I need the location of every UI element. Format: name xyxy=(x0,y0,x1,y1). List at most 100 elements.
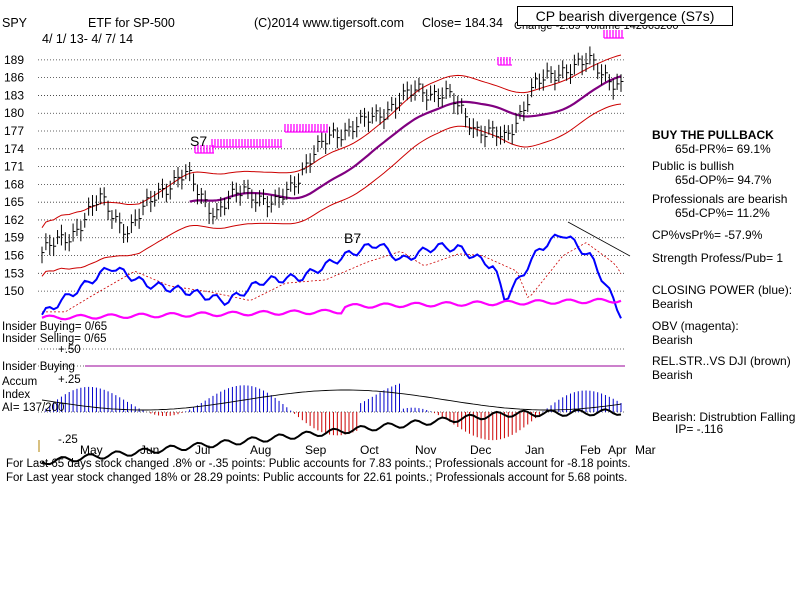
price-bar xyxy=(519,104,523,120)
price-bar xyxy=(383,109,387,130)
cpvspr-label: CP%vsPr%= -57.9% xyxy=(652,228,763,242)
price-bar xyxy=(99,187,103,205)
price-bar xyxy=(484,125,488,148)
price-bar xyxy=(414,80,418,101)
footer-line-1: For Last 65 days stock changed .8% or -.… xyxy=(6,458,631,470)
price-bar xyxy=(418,77,422,93)
ip-label: IP= -.116 xyxy=(675,422,724,436)
price-bar xyxy=(251,189,255,209)
price-bar xyxy=(247,179,251,199)
price-bar xyxy=(449,83,453,98)
price-bar xyxy=(476,121,480,137)
price-bar xyxy=(41,246,45,264)
relstr-label: REL.STR..VS DJI (brown) xyxy=(652,354,791,368)
month-tick-label: Nov xyxy=(415,443,436,457)
distribution-label: Bearish: Distrubtion Falling xyxy=(652,410,796,424)
moving-average-line xyxy=(189,75,622,203)
price-bar xyxy=(364,107,368,127)
signal-label: B7 xyxy=(344,230,361,246)
price-bar xyxy=(181,169,185,190)
month-tick-label: Jan xyxy=(525,443,544,457)
price-bar xyxy=(212,207,216,225)
price-bar xyxy=(468,118,472,136)
price-bar xyxy=(566,64,570,81)
price-bar xyxy=(325,133,329,154)
price-bar xyxy=(158,182,162,200)
accumulation-histogram xyxy=(41,383,622,466)
price-bar xyxy=(45,233,49,251)
price-bar xyxy=(239,185,243,206)
price-tick-label: 165 xyxy=(4,195,24,209)
price-bar xyxy=(228,190,232,210)
price-tick-label: 186 xyxy=(4,71,24,85)
price-bar xyxy=(593,53,597,71)
price-bar xyxy=(68,234,72,252)
plus50-label: +.50 xyxy=(58,344,81,356)
price-bar xyxy=(550,66,554,83)
price-bar xyxy=(597,63,601,80)
price-bar xyxy=(134,209,138,227)
price-bar xyxy=(169,180,173,200)
price-bar xyxy=(216,202,220,220)
price-bar xyxy=(49,234,53,256)
footer-line-2: For Last year stock changed 18% or 28.29… xyxy=(6,472,628,484)
name-label: ETF for SP-500 xyxy=(88,16,175,30)
signal-label: S7 xyxy=(190,133,207,149)
price-bar xyxy=(231,181,235,198)
price-tick-label: 156 xyxy=(4,249,24,263)
copyright-label: (C)2014 www.tigersoft.com xyxy=(254,16,405,30)
price-bar xyxy=(601,64,605,86)
price-bar xyxy=(430,85,434,101)
price-bar xyxy=(402,83,406,101)
price-bar xyxy=(185,164,189,180)
price-bar xyxy=(107,200,111,221)
price-bar xyxy=(204,190,208,208)
price-bar xyxy=(457,95,461,115)
price-bar xyxy=(173,169,177,185)
price-bar xyxy=(317,135,321,153)
price-bars xyxy=(41,46,624,264)
price-bar xyxy=(72,223,76,242)
price-bar xyxy=(554,70,558,91)
insider-buying2-label: Insider Buying xyxy=(2,361,75,373)
price-bar xyxy=(367,111,371,132)
price-bar xyxy=(445,80,449,100)
axis-tick-labels: 150 153 156 159 162 165 168 171 174 177 180 183 186 1… xyxy=(4,53,656,457)
trend-line xyxy=(567,221,631,257)
price-bar xyxy=(255,193,259,212)
price-bar xyxy=(282,188,286,206)
price-bar xyxy=(76,218,80,237)
month-tick-label: Jun xyxy=(140,443,159,457)
plus25-label: +.25 xyxy=(58,374,81,386)
price-bar xyxy=(336,127,340,149)
price-bar xyxy=(406,81,410,101)
price-bar xyxy=(523,101,527,122)
obv-label: OBV (magenta): xyxy=(652,319,739,333)
price-bar xyxy=(558,64,562,82)
accum-ma-line xyxy=(41,389,622,411)
relstr-value: Bearish xyxy=(652,368,693,382)
month-tick-label: Oct xyxy=(360,443,379,457)
month-tick-label: Sep xyxy=(305,443,327,457)
month-tick-label: Dec xyxy=(470,443,491,457)
price-bar xyxy=(138,208,142,229)
price-bar xyxy=(585,52,589,72)
price-bar xyxy=(387,101,391,120)
price-bar xyxy=(208,202,212,225)
price-bar xyxy=(294,176,298,196)
price-bar xyxy=(375,104,379,122)
pr-label: 65d-PR%= 69.1% xyxy=(675,142,771,156)
month-tick-label: Mar xyxy=(635,443,656,457)
price-bar xyxy=(395,97,399,119)
public-label: Public is bullish xyxy=(652,159,735,173)
price-bar xyxy=(60,224,64,246)
price-bar xyxy=(503,124,507,144)
insider-selling-label: Insider Selling= 0/65 xyxy=(2,333,107,345)
price-bar xyxy=(301,162,305,176)
price-bar xyxy=(196,184,200,205)
close-label: Close= 184.34 xyxy=(422,16,503,30)
price-bar xyxy=(620,74,624,92)
price-bar xyxy=(511,124,515,145)
obv-line xyxy=(41,297,622,321)
price-bar xyxy=(352,120,356,140)
